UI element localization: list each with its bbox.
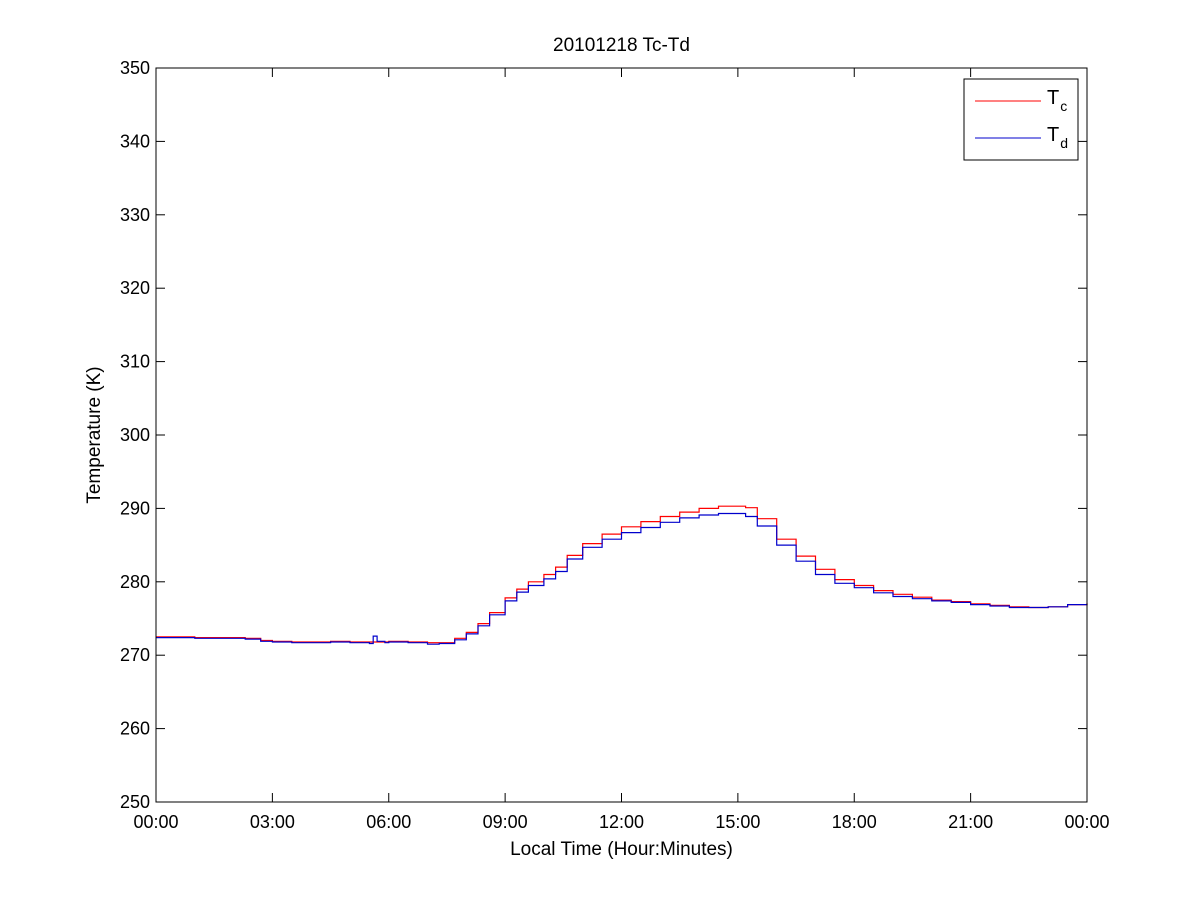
y-tick-label: 280 xyxy=(120,572,150,592)
y-tick-label: 310 xyxy=(120,352,150,372)
ticks-layer: 00:00 03:00 06:00 09:00 12:00 15:00 18:00 21:00… xyxy=(120,58,1110,832)
series-line-td xyxy=(156,512,1088,645)
x-tick-label: 00:00 xyxy=(1064,812,1109,832)
y-tick-label: 270 xyxy=(120,645,150,665)
series-layer xyxy=(156,505,1088,645)
x-axis-label: Local Time (Hour:Minutes) xyxy=(510,839,733,860)
legend-label-tc-sub: c xyxy=(1060,98,1067,114)
y-tick-label: 300 xyxy=(120,425,150,445)
x-tick-label: 03:00 xyxy=(250,812,295,832)
y-tick-label: 350 xyxy=(120,58,150,78)
x-tick-label: 15:00 xyxy=(715,812,760,832)
legend: Tc Td xyxy=(963,78,1079,161)
y-axis-label: Temperature (K) xyxy=(84,366,105,503)
x-tick-label: 00:00 xyxy=(133,812,178,832)
x-tick-label: 18:00 xyxy=(832,812,877,832)
legend-label-td-sub: d xyxy=(1060,135,1068,151)
y-tick-label: 340 xyxy=(120,131,150,151)
chart-title: 20101218 Tc-Td xyxy=(553,35,690,56)
x-tick-label: 21:00 xyxy=(948,812,993,832)
plot-area xyxy=(156,68,1087,802)
legend-label-tc-main: T xyxy=(1047,87,1059,109)
y-tick-label: 260 xyxy=(120,719,150,739)
legend-box xyxy=(963,78,1079,161)
x-tick-label: 06:00 xyxy=(366,812,411,832)
legend-label-td: Td xyxy=(1047,124,1068,151)
x-tick-label: 09:00 xyxy=(483,812,528,832)
y-tick-label: 250 xyxy=(120,792,150,812)
y-tick-label: 330 xyxy=(120,205,150,225)
legend-label-tc: Tc xyxy=(1047,87,1067,114)
legend-label-td-main: T xyxy=(1047,124,1059,146)
series-line-tc xyxy=(156,505,1088,644)
y-tick-label: 320 xyxy=(120,278,150,298)
y-tick-label: 290 xyxy=(120,498,150,518)
x-tick-label: 12:00 xyxy=(599,812,644,832)
